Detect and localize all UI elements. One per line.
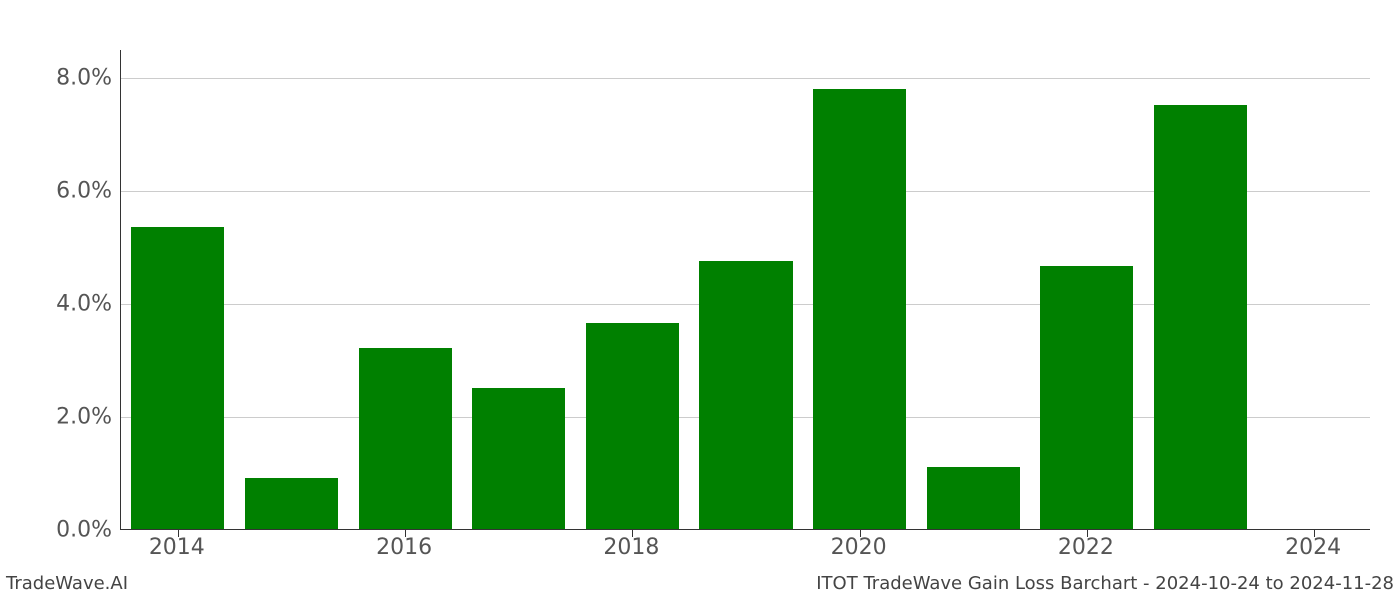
bar: [1040, 266, 1133, 529]
footer-right-text: ITOT TradeWave Gain Loss Barchart - 2024…: [816, 573, 1394, 594]
bar: [813, 89, 906, 529]
bar: [131, 227, 224, 529]
y-tick-label: 2.0%: [56, 405, 112, 430]
x-tick-label: 2016: [376, 535, 432, 560]
bar: [927, 467, 1020, 529]
bar: [472, 388, 565, 529]
bar: [699, 261, 792, 529]
y-tick-label: 6.0%: [56, 179, 112, 204]
bar: [586, 323, 679, 529]
bar: [1154, 105, 1247, 529]
x-tick-label: 2022: [1058, 535, 1114, 560]
x-tick-label: 2020: [831, 535, 887, 560]
plot-area: [120, 50, 1370, 530]
chart-container: TradeWave.AI ITOT TradeWave Gain Loss Ba…: [0, 0, 1400, 600]
x-tick-label: 2018: [603, 535, 659, 560]
footer-left-text: TradeWave.AI: [6, 573, 128, 594]
bar: [245, 478, 338, 529]
gridline: [121, 78, 1370, 79]
y-tick-label: 0.0%: [56, 518, 112, 543]
x-tick-label: 2024: [1285, 535, 1341, 560]
x-tick-label: 2014: [149, 535, 205, 560]
bar: [359, 348, 452, 529]
y-tick-label: 8.0%: [56, 66, 112, 91]
y-tick-label: 4.0%: [56, 292, 112, 317]
